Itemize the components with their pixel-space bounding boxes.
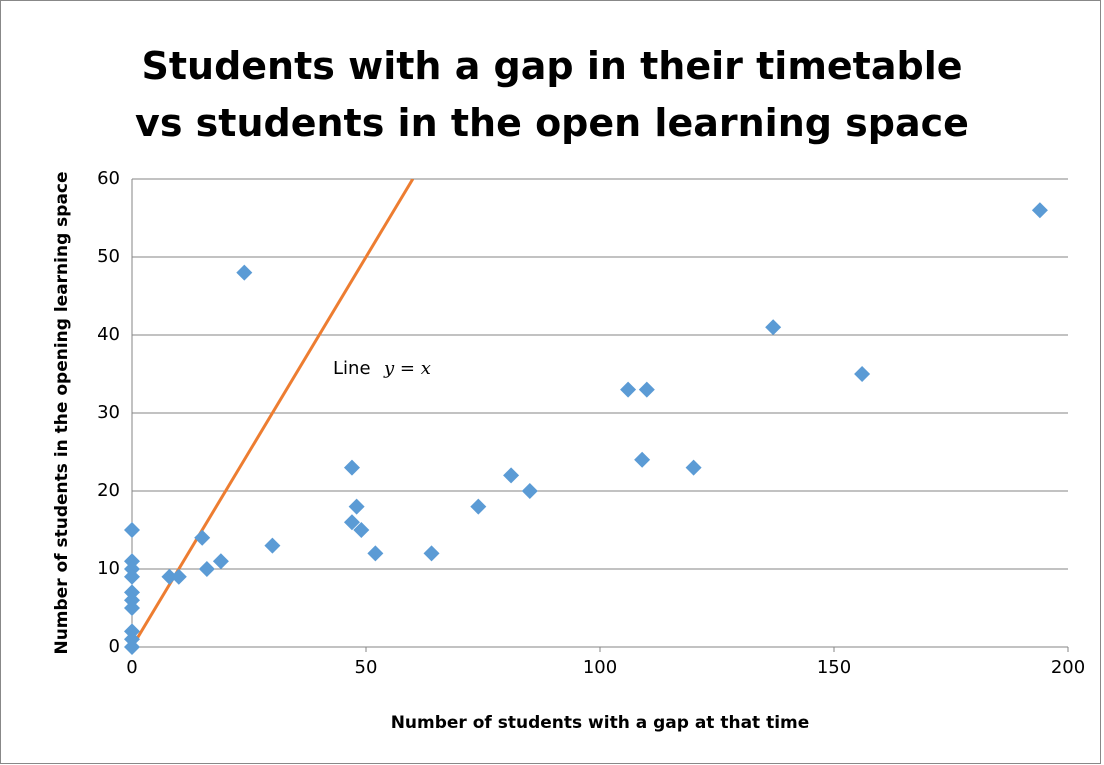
x-tick-label: 0 — [126, 657, 137, 678]
scatter-point — [343, 459, 360, 476]
annotation-equation: y = x — [383, 358, 431, 379]
scatter-point — [124, 639, 140, 655]
x-tick-label: 50 — [355, 657, 378, 678]
y-axis-label: Number of students in the opening learni… — [52, 171, 72, 654]
scatter-point — [124, 600, 140, 616]
chart-title: Students with a gap in their timetable v… — [135, 44, 969, 145]
x-tick-label: 200 — [1051, 657, 1085, 678]
y-tick-label: 50 — [97, 246, 120, 267]
scatter-point — [854, 366, 871, 382]
y-tick-label: 40 — [97, 324, 120, 345]
scatter-point — [124, 568, 140, 585]
scatter-point — [343, 514, 360, 531]
scatter-point — [212, 553, 229, 570]
y-tick-label: 10 — [97, 558, 120, 579]
scatter-point — [161, 568, 178, 585]
scatter-point — [503, 467, 520, 484]
scatter-point — [348, 498, 365, 515]
x-tick-label: 150 — [817, 657, 851, 678]
scatter-point — [236, 264, 253, 281]
scatter-point — [638, 381, 655, 398]
y-tick-label: 20 — [97, 480, 120, 501]
scatter-point — [1031, 202, 1048, 219]
y-tick-label: 60 — [97, 168, 120, 189]
scatter-point — [170, 568, 187, 585]
x-tick-label: 100 — [583, 657, 617, 678]
annotation: Line — [333, 358, 371, 379]
scatter-point — [521, 483, 538, 499]
scatter-point — [353, 522, 370, 538]
y-tick-label: 0 — [109, 636, 120, 657]
y-tick-label: 30 — [97, 402, 120, 423]
scatter-point — [367, 545, 384, 562]
scatter-point — [423, 545, 440, 562]
scatter-point — [264, 537, 281, 554]
scatter-point — [198, 561, 215, 577]
scatter-point — [765, 319, 782, 336]
scatter-point — [685, 459, 702, 476]
scatter-point — [124, 522, 140, 538]
scatter-point — [634, 451, 651, 468]
scatter-point — [194, 529, 211, 546]
scatter-point — [620, 381, 637, 398]
scatter-point — [470, 498, 487, 515]
x-axis-label: Number of students with a gap at that ti… — [391, 713, 810, 733]
